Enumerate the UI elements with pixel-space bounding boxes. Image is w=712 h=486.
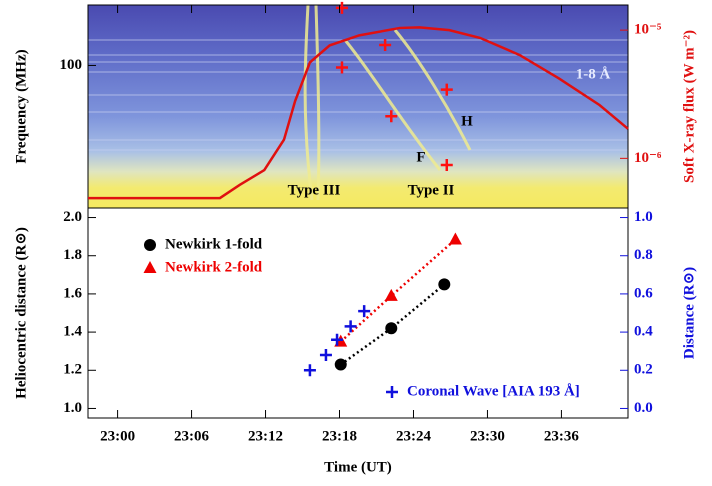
y-tick-label: 1.0 xyxy=(63,400,82,416)
data-point xyxy=(358,305,371,318)
y2-tick-label: 0.4 xyxy=(634,324,653,340)
y-tick-label: 1.6 xyxy=(63,285,82,301)
y2-tick-label: 0.0 xyxy=(634,400,653,416)
annotation: Type III xyxy=(288,182,341,198)
y-axis-label: Heliocentric distance (R⊙) xyxy=(13,227,29,399)
data-point xyxy=(303,364,316,377)
data-point xyxy=(385,322,398,335)
legend-label: Newkirk 2-fold xyxy=(165,259,263,275)
xray-flux-line xyxy=(88,26,629,200)
burst-marker xyxy=(385,110,398,123)
annotation: 1-8 Å xyxy=(576,66,611,82)
x-tick-label: 23:00 xyxy=(100,428,135,444)
y2-tick-label: 10⁻⁵ xyxy=(634,22,662,38)
y2-axis-label: Distance (R⊙) xyxy=(681,267,697,359)
y-tick-label: 1.4 xyxy=(63,324,82,340)
x-tick-label: 23:30 xyxy=(470,428,505,444)
x-axis-label: Time (UT) xyxy=(324,459,392,475)
fit-line xyxy=(340,283,446,366)
legend-label: Newkirk 1-fold xyxy=(165,236,263,252)
legend-swatch xyxy=(386,386,398,398)
data-point xyxy=(344,320,357,333)
y2-axis-label: Soft X-ray flux (W m⁻²) xyxy=(681,30,697,183)
y-axis-label: Frequency (MHz) xyxy=(13,49,29,163)
x-tick-label: 23:24 xyxy=(396,428,431,444)
data-point xyxy=(384,288,398,301)
y2-tick-label: 1.0 xyxy=(634,209,653,225)
burst-marker xyxy=(379,38,392,51)
data-point xyxy=(438,278,451,291)
annotation: Type II xyxy=(408,182,455,198)
spectrogram xyxy=(88,4,628,208)
x-tick-label: 23:06 xyxy=(174,428,209,444)
y-tick-label: 100 xyxy=(60,57,83,73)
y-tick-label: 2.0 xyxy=(63,209,82,225)
x-tick-label: 23:36 xyxy=(544,428,579,444)
y2-tick-label: 0.2 xyxy=(634,362,653,378)
frame xyxy=(87,4,629,419)
annotation: F xyxy=(416,149,425,165)
burst-marker xyxy=(335,61,348,74)
y-tick-label: 1.8 xyxy=(63,247,82,263)
legend-label: Coronal Wave [AIA 193 Å] xyxy=(407,383,580,399)
data-point xyxy=(319,349,332,361)
x-tick-label: 23:18 xyxy=(322,428,357,444)
y2-tick-label: 0.6 xyxy=(634,285,653,301)
legend-swatch xyxy=(144,239,156,251)
annotation: H xyxy=(461,113,473,129)
data-point xyxy=(331,333,344,346)
fit-line xyxy=(339,238,457,343)
x-tick-label: 23:12 xyxy=(248,428,283,444)
y-tick-label: 1.2 xyxy=(63,362,82,378)
burst-marker xyxy=(440,158,453,171)
legend-swatch xyxy=(143,261,157,273)
data-point xyxy=(334,358,347,371)
y2-tick-label: 0.8 xyxy=(634,247,653,263)
burst-marker xyxy=(440,83,453,96)
data-point xyxy=(448,232,462,245)
y2-tick-label: 10⁻⁶ xyxy=(634,150,662,166)
burst-marker xyxy=(335,1,348,14)
